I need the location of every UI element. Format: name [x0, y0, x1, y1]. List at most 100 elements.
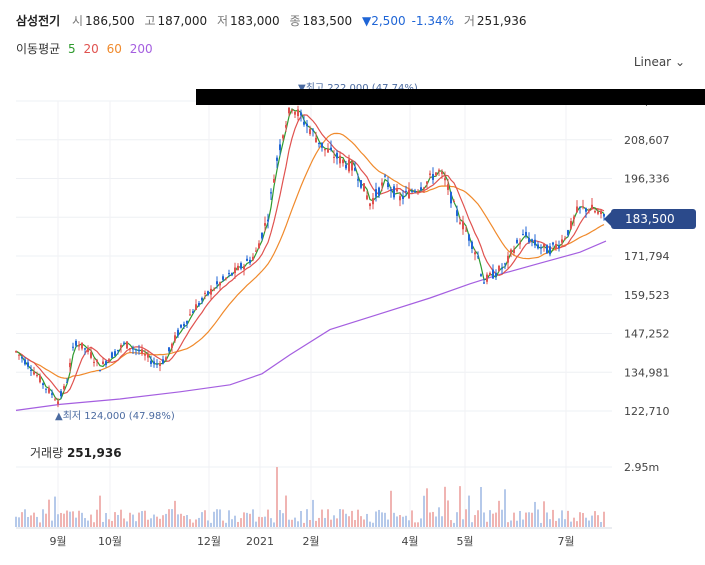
candle-body [108, 359, 110, 362]
candle-body [186, 320, 188, 324]
volume-bar [180, 513, 182, 527]
x-tick-label: 5월 [456, 535, 473, 548]
volume-bar [168, 509, 170, 527]
candle-body [312, 129, 314, 131]
volume-bar [273, 522, 275, 527]
volume-bar [570, 521, 572, 527]
candle-body [474, 252, 476, 255]
volume-bar [456, 512, 458, 527]
candle-body [309, 129, 311, 135]
candle-body [579, 206, 581, 208]
scale-dropdown[interactable]: Linear ⌄ [634, 55, 685, 69]
candle-body [174, 335, 176, 341]
volume-bar [459, 486, 461, 527]
candle-body [438, 169, 440, 171]
volume-bar [261, 517, 263, 527]
volume-bar [93, 522, 95, 527]
volume-bar [381, 512, 383, 527]
candle-body [573, 216, 575, 220]
volume-bar [552, 509, 554, 527]
volume-bar [486, 521, 488, 527]
candle-body [498, 265, 500, 271]
volume-bar [447, 500, 449, 527]
volume-bar [117, 514, 119, 527]
y-tick-label: 208,607 [624, 134, 670, 147]
y-tick-label: 196,336 [624, 173, 670, 186]
volume-bar [198, 517, 200, 527]
candle-body [414, 190, 416, 192]
volume-label: 거 [463, 14, 475, 28]
x-tick-label: 4월 [401, 535, 418, 548]
volume-bar [45, 513, 47, 527]
volume-bar [270, 518, 272, 527]
volume-bar [597, 515, 599, 527]
volume-bar [249, 513, 251, 527]
volume-bar [318, 517, 320, 527]
volume-bar [177, 514, 179, 527]
volume-bar [312, 499, 314, 527]
low-label: 저 [217, 14, 229, 28]
volume-bar [114, 512, 116, 527]
ma-5[interactable]: 5 [68, 42, 76, 56]
volume-bar [210, 522, 212, 527]
volume-bar [402, 516, 404, 527]
candle-body [240, 263, 242, 269]
volume-bar [540, 522, 542, 527]
y-tick-label: 147,252 [624, 328, 670, 341]
volume-bar [69, 511, 71, 527]
candle-body [555, 244, 557, 248]
candle-body [516, 239, 518, 243]
volume-bar [423, 495, 425, 527]
volume-bar [150, 518, 152, 527]
candle-body [585, 208, 587, 212]
volume-bar [567, 510, 569, 527]
volume-bar [246, 512, 248, 527]
candle-body [297, 109, 299, 117]
candle-body [255, 250, 257, 252]
volume-bar [453, 522, 455, 527]
candle-body [195, 304, 197, 310]
candle-body [159, 363, 161, 366]
volume-bar [255, 521, 257, 527]
candle-body [306, 123, 308, 127]
volume-bar [87, 520, 89, 527]
volume-bar [345, 513, 347, 527]
volume-bar [528, 512, 530, 527]
volume-bar [147, 519, 149, 527]
scale-label: Linear [633, 55, 672, 69]
candle-body [81, 342, 83, 349]
candle-body [537, 244, 539, 249]
ma-60[interactable]: 60 [106, 42, 122, 56]
candle-body [372, 198, 374, 205]
stock-header: 삼성전기 시 186,500 고 187,000 저 183,000 종 183,500… [16, 12, 533, 29]
volume-bar [363, 519, 365, 527]
candle-body [507, 255, 509, 263]
volume-bar [174, 500, 176, 527]
candle-body [258, 243, 260, 249]
candle-body [489, 272, 491, 276]
volume-bar [213, 511, 215, 527]
volume-bar [258, 516, 260, 527]
ma-20[interactable]: 20 [83, 42, 99, 56]
volume-bar [111, 520, 113, 527]
ma-200[interactable]: 200 [129, 42, 153, 56]
volume-bar [330, 519, 332, 527]
open-label: 시 [72, 14, 84, 28]
candle-body [189, 314, 191, 316]
candle-body [183, 323, 185, 327]
candle-body [429, 173, 431, 175]
volume-bar [42, 509, 44, 527]
volume-bar [342, 509, 344, 527]
candle-body [171, 343, 173, 348]
volume-bar [417, 522, 419, 527]
volume-bar [585, 517, 587, 527]
ma60-line [15, 132, 605, 379]
candle-body [345, 164, 347, 169]
volume-bar [324, 517, 326, 527]
candle-body [129, 348, 131, 350]
volume-bar [357, 509, 359, 527]
candle-body [201, 298, 203, 301]
volume-bar [588, 520, 590, 527]
candle-body [504, 263, 506, 265]
